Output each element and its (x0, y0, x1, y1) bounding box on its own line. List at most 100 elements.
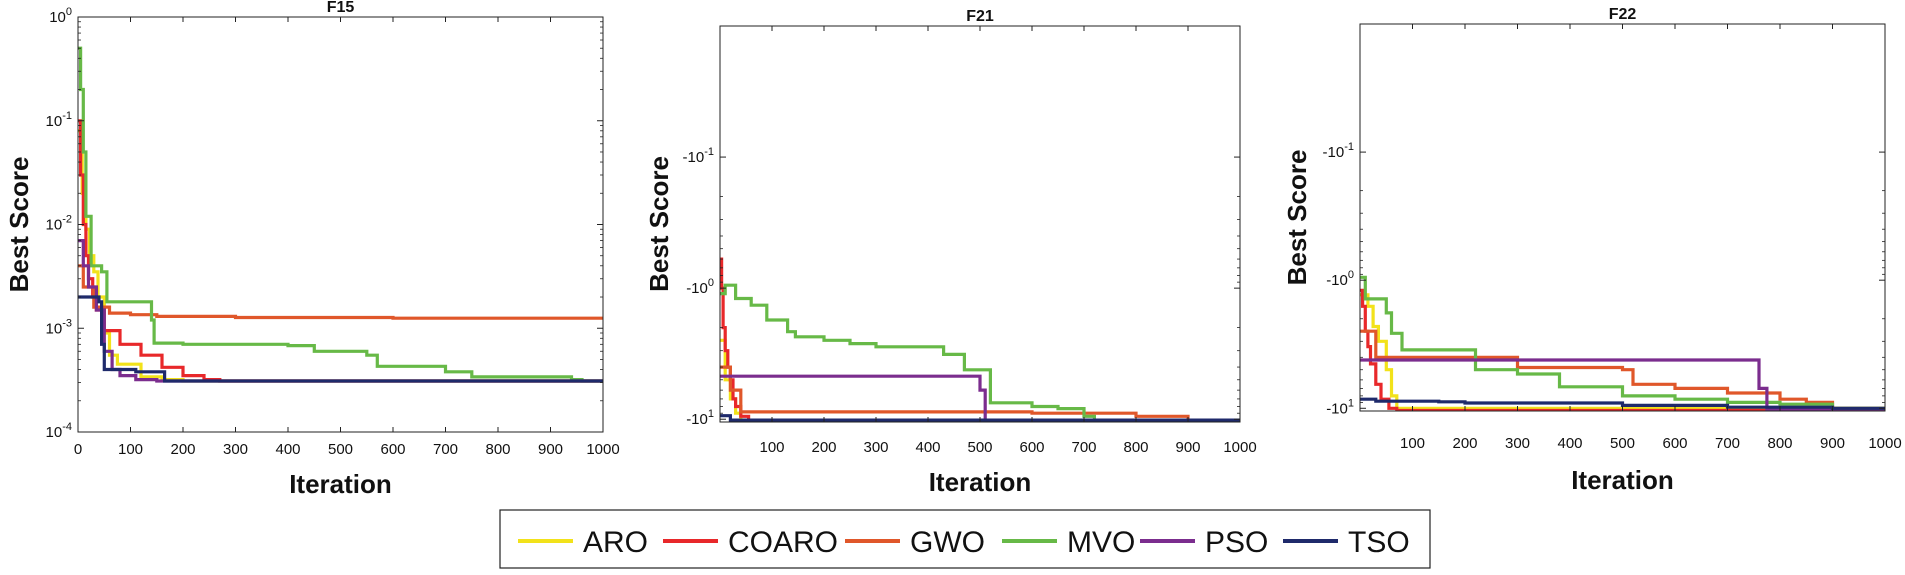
legend-label-mvo: MVO (1067, 526, 1135, 559)
f21-xtick-label: 600 (1019, 439, 1044, 456)
f22-xlabel: Iteration (1571, 465, 1674, 495)
f15-series-gwo-line (78, 264, 603, 320)
f22-axes-frame (1359, 23, 1886, 412)
legend-label-coaro: COARO (728, 526, 838, 559)
f15-xtick-label: 1000 (586, 441, 619, 458)
f22-series-gwo-line (1360, 329, 1885, 410)
f15-ytick-exponent: -3 (62, 317, 72, 329)
f15-ytick-base: 10 (46, 217, 63, 234)
f21-series-gwo-line (720, 365, 1240, 422)
f15-xtick-label: 700 (433, 441, 458, 458)
f15-xtick-label: 200 (170, 441, 195, 458)
f22-ytick-base: -10 (1326, 272, 1348, 289)
f22-ytick-base: -10 (1326, 400, 1348, 417)
f22-xtick-label: 300 (1505, 435, 1530, 452)
f21-ytick-exponent: 1 (708, 408, 714, 420)
f21-axes-frame (719, 25, 1241, 423)
f22-xtick-label: 800 (1767, 435, 1792, 452)
f22-xtick-label: 200 (1452, 435, 1477, 452)
f21-series-group (720, 257, 1240, 422)
f15-ytick-label: 10-3 (46, 317, 72, 337)
legend-label-pso: PSO (1205, 526, 1268, 559)
f15-xtick-label: 500 (328, 441, 353, 458)
f22-series-coaro-line (1360, 288, 1885, 411)
f21-ytick-label: -10-1 (683, 146, 714, 166)
f22-ytick-label: -10-1 (1323, 141, 1354, 161)
f15-ylabel: Best Score (4, 157, 34, 293)
f21-series-tso-line (720, 414, 1240, 422)
f21-ytick-exponent: 0 (708, 277, 714, 289)
f21-ytick-base: -10 (683, 149, 705, 166)
f21-title: F21 (966, 8, 994, 25)
legend-box (499, 509, 1431, 569)
f22-series-mvo-line (1360, 275, 1885, 410)
f22-ytick-exponent: -1 (1344, 141, 1354, 153)
f22-series-aro-line (1360, 293, 1885, 411)
f21-xlabel: Iteration (929, 467, 1032, 497)
f21-xtick-label: 900 (1175, 439, 1200, 456)
f22-ytick-label: -100 (1326, 269, 1354, 289)
legend-label-tso: TSO (1348, 526, 1410, 559)
f21-xtick-label: 800 (1123, 439, 1148, 456)
f15-ytick-base: 10 (46, 320, 63, 337)
f22-xtick-label: 500 (1610, 435, 1635, 452)
f21-series-coaro-line (720, 257, 1240, 422)
legend-label-aro: ARO (583, 526, 648, 559)
f21-ytick-label: -101 (686, 408, 714, 428)
f22-title: F22 (1609, 6, 1637, 23)
f21-ytick-base: -10 (686, 411, 708, 428)
f22-series-group (1360, 275, 1885, 411)
f21-xtick-label: 200 (811, 439, 836, 456)
f15-ytick-exponent: -1 (62, 110, 72, 122)
f21-xtick-label: 400 (915, 439, 940, 456)
chart-f15: 0 100 200 300 400 500 600 700 800 900 100010-410-3… (4, 0, 620, 499)
f15-axes-frame (77, 16, 604, 433)
f22-xtick-label: 400 (1557, 435, 1582, 452)
f15-ytick-label: 10-2 (46, 214, 72, 234)
f22-ytick-exponent: 0 (1348, 269, 1354, 281)
f22-xtick-label: 700 (1715, 435, 1740, 452)
f21-xtick-label: 700 (1071, 439, 1096, 456)
f15-ytick-exponent: -4 (62, 421, 72, 433)
f22-ytick-exponent: 1 (1348, 397, 1354, 409)
f21-xtick-label: 500 (967, 439, 992, 456)
f21-xtick-label: 300 (863, 439, 888, 456)
f15-xtick-label: 0 (74, 441, 82, 458)
f22-xtick-label: 600 (1662, 435, 1687, 452)
f21-ytick-label: -100 (686, 277, 714, 297)
f22-ylabel: Best Score (1282, 150, 1312, 286)
f15-series-tso-line (78, 295, 603, 383)
f15-ytick-base: 10 (46, 113, 63, 130)
f21-ytick-base: -10 (686, 280, 708, 297)
f15-ytick-label: 10-4 (46, 421, 72, 441)
f15-series-pso-line (78, 239, 603, 383)
f15-xtick-label: 100 (118, 441, 143, 458)
f22-ytick-label: -101 (1326, 397, 1354, 417)
f21-series-mvo-line (720, 283, 1240, 422)
f15-series-group (78, 46, 603, 383)
f21-ytick-exponent: -1 (704, 146, 714, 158)
f15-ytick-base: 10 (49, 9, 66, 26)
f15-ytick-exponent: -2 (62, 214, 72, 226)
f21-ylabel: Best Score (644, 156, 674, 292)
f22-xtick-label: 900 (1820, 435, 1845, 452)
f15-series-mvo-line (78, 46, 603, 383)
f15-xtick-label: 400 (275, 441, 300, 458)
f22-xtick-label: 1000 (1868, 435, 1901, 452)
f15-xtick-label: 800 (485, 441, 510, 458)
legend: ARO COARO GWO MVO PSO TSO (499, 509, 1431, 569)
chart-f22: 100 200 300 400 500 600 700 800 900 1000-10-1-100… (1282, 6, 1902, 495)
f21-xtick-label: 100 (759, 439, 784, 456)
f22-ytick-base: -10 (1323, 144, 1345, 161)
f15-xtick-label: 600 (380, 441, 405, 458)
f21-series-pso-line (720, 374, 1240, 422)
f21-xtick-label: 1000 (1223, 439, 1256, 456)
f22-xtick-label: 100 (1400, 435, 1425, 452)
chart-f21: 100 200 300 400 500 600 700 800 900 1000-10-1-100… (644, 8, 1257, 497)
f15-title: F15 (327, 0, 355, 16)
f15-ytick-label: 10-1 (46, 110, 72, 130)
f15-ytick-base: 10 (46, 424, 63, 441)
f15-xtick-label: 900 (538, 441, 563, 458)
